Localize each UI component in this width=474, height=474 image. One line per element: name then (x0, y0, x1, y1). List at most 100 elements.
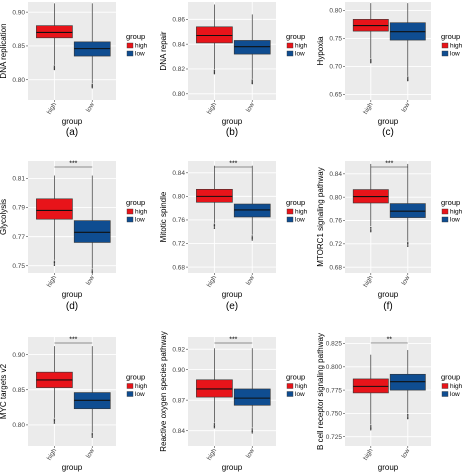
y-tick-label: 0.85 (12, 387, 25, 394)
x-axis-title: group (62, 117, 83, 126)
y-axis-title: B cell receptor signaling pathway (316, 333, 325, 450)
legend-swatch-low (441, 391, 449, 397)
y-tick-label: 0.70 (329, 64, 342, 71)
outlier-point (91, 87, 93, 89)
y-tick-label: 0.85 (12, 43, 25, 50)
outlier-point (91, 269, 93, 271)
outlier-point (213, 423, 216, 425)
legend-swatch-high (286, 383, 294, 389)
y-axis-title: MTORC1 signaling pathway (316, 167, 325, 266)
x-tick-label: high (46, 447, 58, 461)
outlier-point (91, 436, 93, 438)
y-tick-label: 0.65 (329, 92, 342, 99)
y-tick-label: 0.75 (329, 36, 342, 43)
x-tick-label: high (46, 274, 58, 288)
box-low (233, 388, 271, 406)
chart-panel-6: 0.680.720.760.800.84***high lowgroupMTORC… (316, 161, 463, 313)
outlier-point (407, 245, 409, 247)
outlier-point (407, 76, 409, 78)
legend-title: group (441, 373, 460, 382)
legend-title: group (126, 373, 145, 382)
outlier-point (53, 418, 56, 420)
legend-label-high: high (135, 383, 148, 390)
y-axis-title: Glycolysis (0, 199, 8, 235)
outlier-point (91, 85, 93, 88)
legend-label-low: low (450, 51, 460, 58)
legend-label-high: high (450, 209, 463, 216)
legend-label-high: high (450, 43, 463, 50)
legend-label-low: low (450, 391, 460, 398)
legend-label-low: low (135, 51, 145, 58)
outlier-point (407, 241, 409, 243)
outlier-point (53, 67, 56, 70)
x-tick-label: low (85, 447, 96, 459)
x-tick-label: high (46, 101, 58, 115)
legend-title: group (286, 198, 305, 207)
outlier-point (53, 66, 56, 68)
x-axis-title: group (222, 463, 243, 472)
outlier-point (251, 430, 253, 433)
y-tick-label: 0.75 (12, 263, 25, 270)
outlier-point (53, 263, 56, 265)
outlier-point (213, 71, 216, 74)
legend-swatch-high (286, 208, 294, 215)
y-tick-label: 0.80 (12, 422, 25, 429)
y-axis-title: Reactive oxygen species pathway (159, 331, 168, 452)
outlier-point (53, 261, 56, 264)
outlier-point (370, 62, 372, 64)
subfigure-label: (c) (382, 127, 394, 138)
y-tick-label: 0.90 (12, 9, 25, 16)
legend-swatch-low (126, 216, 134, 223)
y-tick-label: 0.800 (326, 364, 343, 371)
x-tick-label: high (206, 101, 218, 115)
outlier-point (53, 422, 56, 424)
outlier-point (251, 432, 253, 434)
legend-swatch-high (126, 383, 134, 389)
outlier-point (91, 435, 93, 437)
outlier-point (251, 428, 253, 430)
outlier-point (407, 414, 409, 416)
x-tick-label: high (362, 274, 374, 288)
x-tick-label: high (206, 447, 218, 461)
legend-swatch-low (441, 216, 449, 223)
y-tick-label: 0.84 (329, 171, 342, 178)
outlier-point (91, 433, 93, 436)
box-low (389, 203, 426, 218)
outlier-point (213, 425, 216, 428)
subfigure-label: (b) (226, 127, 238, 138)
outlier-point (407, 242, 409, 245)
x-axis-title: group (378, 290, 399, 299)
subfigure-label: (e) (226, 301, 238, 312)
y-tick-label: 0.68 (172, 264, 185, 271)
outlier-point (91, 432, 93, 434)
outlier-point (251, 238, 253, 240)
legend-label-high: high (295, 383, 308, 390)
legend-title: group (126, 32, 145, 41)
legend-label-high: high (295, 209, 308, 216)
y-tick-label: 0.825 (326, 341, 343, 348)
outlier-point (407, 417, 409, 420)
y-axis-title: DNA repair (159, 31, 168, 70)
subfigure-label: (d) (66, 301, 78, 312)
y-tick-label: 0.80 (172, 91, 185, 98)
outlier-point (407, 415, 409, 417)
outlier-point (91, 84, 93, 87)
outlier-point (53, 421, 56, 423)
legend-swatch-high (441, 42, 449, 49)
outlier-point (53, 68, 56, 71)
legend-label-high: high (135, 43, 148, 50)
legend-title: group (286, 32, 305, 41)
x-axis-title: group (62, 463, 83, 472)
x-tick-label: low (245, 101, 256, 113)
outlier-point (370, 59, 372, 62)
y-axis-title: MYC targets v2 (0, 363, 8, 419)
legend-label-high: high (295, 43, 308, 50)
legend-label-low: low (295, 391, 305, 398)
outlier-point (53, 264, 56, 266)
y-tick-label: 0.77 (12, 234, 25, 241)
subfigure-label: (a) (66, 127, 78, 138)
x-tick-label: high (206, 274, 218, 288)
outlier-point (370, 60, 372, 63)
significance-label: ** (387, 337, 393, 344)
